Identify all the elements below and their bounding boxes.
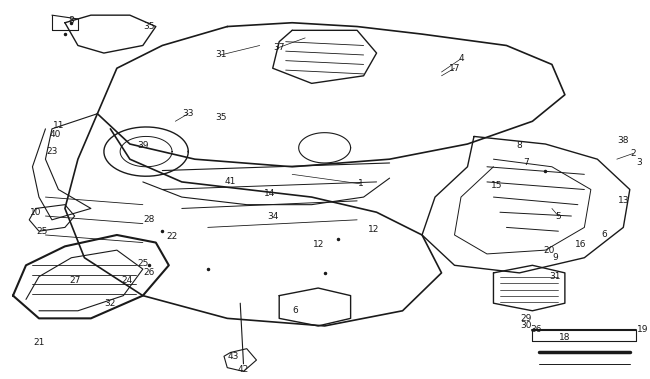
Text: 40: 40 xyxy=(49,130,61,139)
Text: 8: 8 xyxy=(517,141,523,150)
Text: 14: 14 xyxy=(264,189,275,198)
Text: 13: 13 xyxy=(618,196,629,205)
Text: 3: 3 xyxy=(636,158,642,168)
Text: 26: 26 xyxy=(144,268,155,277)
Text: 42: 42 xyxy=(238,365,249,374)
Text: 2: 2 xyxy=(630,149,636,158)
Text: 5: 5 xyxy=(556,211,561,221)
Text: 17: 17 xyxy=(448,64,460,73)
Text: 25: 25 xyxy=(36,227,48,236)
Text: 29: 29 xyxy=(520,314,532,323)
Text: 12: 12 xyxy=(313,240,324,249)
Text: 35: 35 xyxy=(215,113,226,122)
Text: 9: 9 xyxy=(552,253,558,262)
Text: 24: 24 xyxy=(121,276,132,285)
Text: 43: 43 xyxy=(228,352,239,361)
Text: 10: 10 xyxy=(30,208,42,217)
Text: 8: 8 xyxy=(68,16,74,25)
Text: 23: 23 xyxy=(46,147,58,156)
Text: 16: 16 xyxy=(575,240,587,249)
Text: 31: 31 xyxy=(549,272,561,281)
Text: 12: 12 xyxy=(368,225,379,234)
Text: 41: 41 xyxy=(225,177,236,186)
Text: 21: 21 xyxy=(33,338,45,348)
Text: 37: 37 xyxy=(274,43,285,52)
Text: 33: 33 xyxy=(183,109,194,118)
Text: 30: 30 xyxy=(520,321,532,330)
Text: 35: 35 xyxy=(144,22,155,31)
Text: 4: 4 xyxy=(458,54,464,63)
Text: 1: 1 xyxy=(358,179,363,188)
Text: 7: 7 xyxy=(523,158,529,168)
Text: 11: 11 xyxy=(53,121,64,130)
Text: 22: 22 xyxy=(166,232,177,241)
Text: 6: 6 xyxy=(601,230,606,240)
Text: 15: 15 xyxy=(491,181,502,190)
Text: 39: 39 xyxy=(137,141,149,150)
Text: 27: 27 xyxy=(69,276,81,285)
Text: 25: 25 xyxy=(137,259,149,268)
Text: 38: 38 xyxy=(618,136,629,145)
Text: 31: 31 xyxy=(215,50,226,60)
Text: 20: 20 xyxy=(543,246,554,255)
Text: 32: 32 xyxy=(105,299,116,308)
Text: 34: 34 xyxy=(267,211,278,221)
Text: 6: 6 xyxy=(292,306,298,315)
Text: 36: 36 xyxy=(530,325,541,334)
Text: 18: 18 xyxy=(559,333,571,342)
Text: 28: 28 xyxy=(144,215,155,224)
Text: 19: 19 xyxy=(637,325,649,334)
